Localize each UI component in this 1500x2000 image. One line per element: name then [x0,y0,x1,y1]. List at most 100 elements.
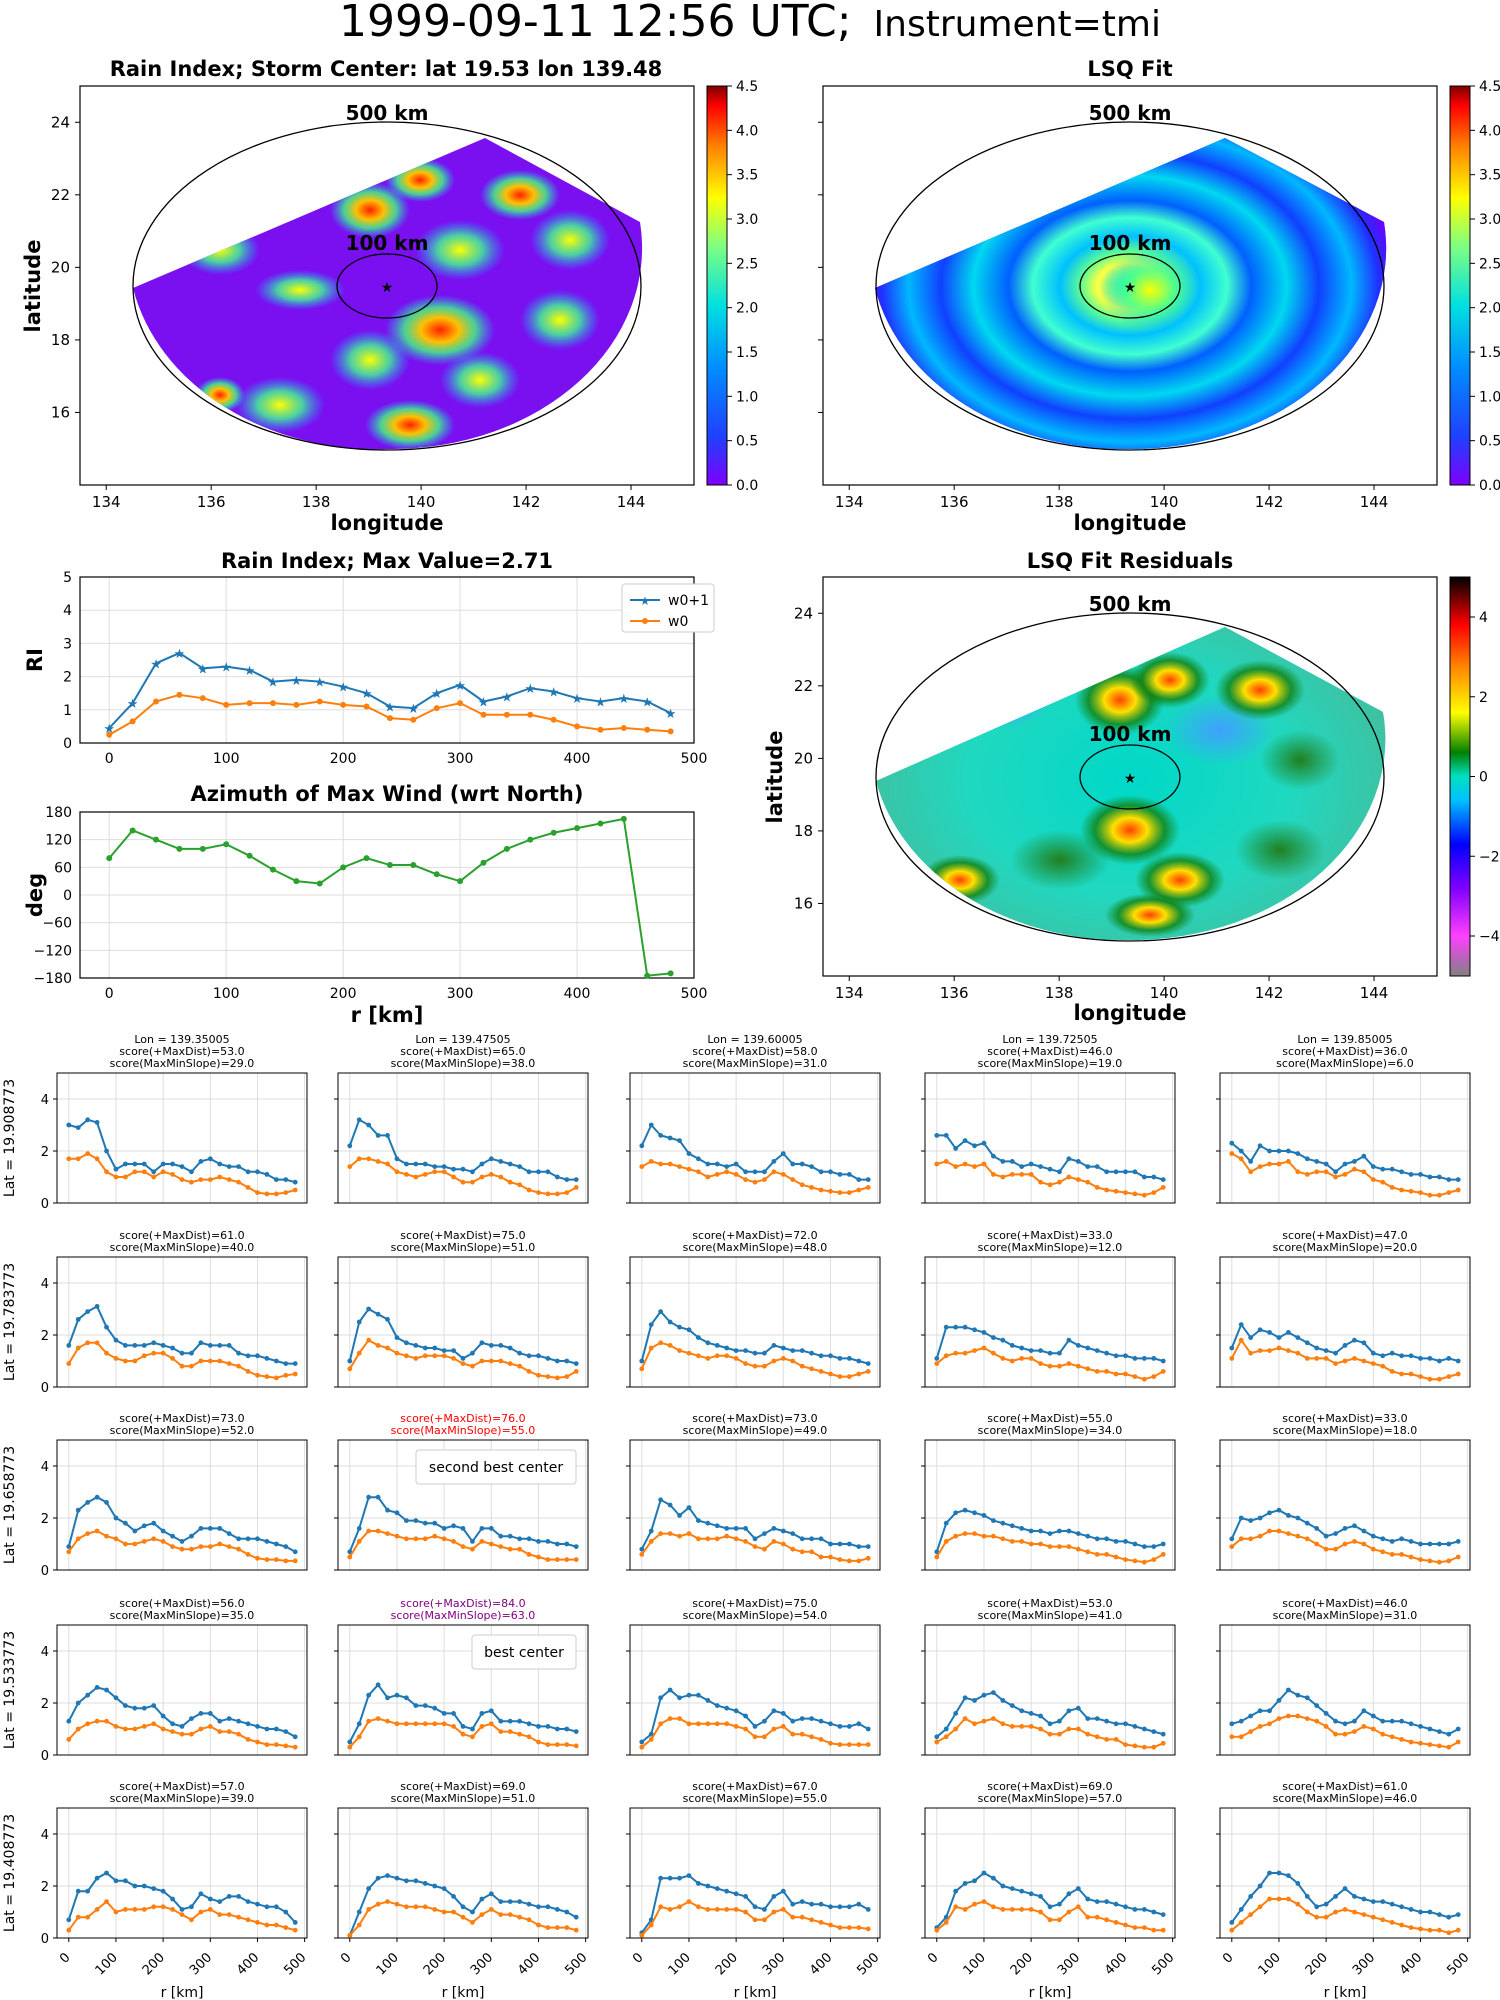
data-point [292,1920,298,1925]
data-point [686,1692,692,1698]
data-point [151,1174,157,1180]
data-point [743,1177,748,1182]
data-point [517,1914,523,1920]
data-point [217,1174,223,1180]
data-point [667,1531,673,1536]
colorbar-tick-label: 0.0 [736,478,758,494]
data-point [724,1705,730,1711]
data-point [1009,1539,1015,1544]
data-point [356,1909,362,1915]
data-point [1009,1907,1015,1912]
data-point [545,1742,551,1747]
data-point [1323,1724,1329,1729]
data-point [1314,1159,1320,1164]
data-point [1380,1179,1386,1185]
data-point [141,1343,147,1348]
data-point: ★ [641,696,653,711]
data-point [934,1739,940,1745]
data-point [705,1520,711,1526]
data-point [752,1904,758,1910]
data-point [1104,1899,1110,1904]
panel-title-line: score(MaxMinSlope)=52.0 [110,1424,255,1437]
panel-title-line: score(+MaxDist)=33.0 [1282,1412,1407,1425]
data-point [273,1922,279,1928]
data-point [153,836,160,843]
data-point [1132,1925,1138,1930]
data-point [1028,1356,1034,1361]
ring-100km [336,253,438,319]
data-point [283,1544,289,1549]
data-point [1160,1731,1166,1737]
data-point [1248,1729,1254,1734]
data-point [94,1875,100,1881]
data-point [828,1721,833,1727]
data-point [1160,1177,1166,1182]
data-point [507,1533,513,1539]
data-point [1380,1917,1386,1923]
data-point [283,1925,289,1930]
data-point [545,1539,551,1544]
data-point [865,1369,871,1374]
data-point [66,1718,72,1724]
candidate-panel: score(+MaxDist)=75.0score(MaxMinSlope)=5… [626,1597,881,1756]
data-point [1304,1156,1310,1162]
data-point [545,1356,551,1361]
data-point [771,1726,777,1732]
data-point [658,1133,664,1138]
data-point [771,1526,777,1531]
data-point [648,1737,654,1742]
data-point [1323,1914,1329,1920]
y-tick-label: 0 [41,1381,49,1396]
data-point [160,1539,166,1544]
data-point [1389,1350,1395,1356]
data-point [488,1891,494,1897]
data-point [488,1358,494,1364]
data-point [94,1494,100,1500]
data-point [526,1721,532,1727]
data-point [113,1515,119,1521]
data-point: ★ [407,702,419,717]
data-point [283,1909,289,1915]
data-point [1057,1179,1062,1185]
x-tick-label: 136 [940,493,969,511]
ring-100km [1079,744,1181,810]
data-point [498,1729,504,1734]
y-tick-label: 24 [794,604,813,622]
data-point [972,1721,977,1727]
data-point [356,1156,362,1162]
data-point [1132,1374,1138,1379]
data-point [410,862,417,869]
data-point [132,1528,138,1534]
panel-title-line: score(MaxMinSlope)=31.0 [1273,1609,1418,1622]
data-point [1257,1883,1263,1889]
data-point [1085,1533,1091,1539]
data-point [236,1164,242,1169]
data-point [686,1873,692,1878]
data-point [207,1177,213,1182]
data-point [1436,1358,1442,1364]
data-point [790,1177,796,1182]
x-tick-label: 500 [1149,1950,1177,1978]
data-point [122,1358,128,1364]
colorbar-tick-label: 1.5 [736,345,758,361]
lsq-residual-map: LSQ Fit Residuals ★ 500 km 100 km 134 136… [763,549,1500,1025]
data-point [122,1703,128,1708]
data-point [1151,1356,1157,1361]
data-point [1267,1870,1272,1876]
data-point [1075,1159,1081,1164]
data-point [1399,1353,1405,1359]
data-point [1257,1164,1263,1169]
data-point [1436,1743,1442,1749]
data-point [981,1330,987,1335]
y-tick-label: 0 [63,888,72,904]
data-point [217,1912,223,1917]
data-point [1238,1920,1244,1925]
data-point [1160,1927,1166,1933]
data-point [498,1718,504,1724]
series-line [67,1529,296,1562]
panel-title-line: score(MaxMinSlope)=34.0 [978,1424,1123,1437]
data-point [846,1724,852,1729]
data-point [1408,1371,1414,1377]
data-point [677,1533,682,1539]
data-point [1104,1369,1110,1374]
